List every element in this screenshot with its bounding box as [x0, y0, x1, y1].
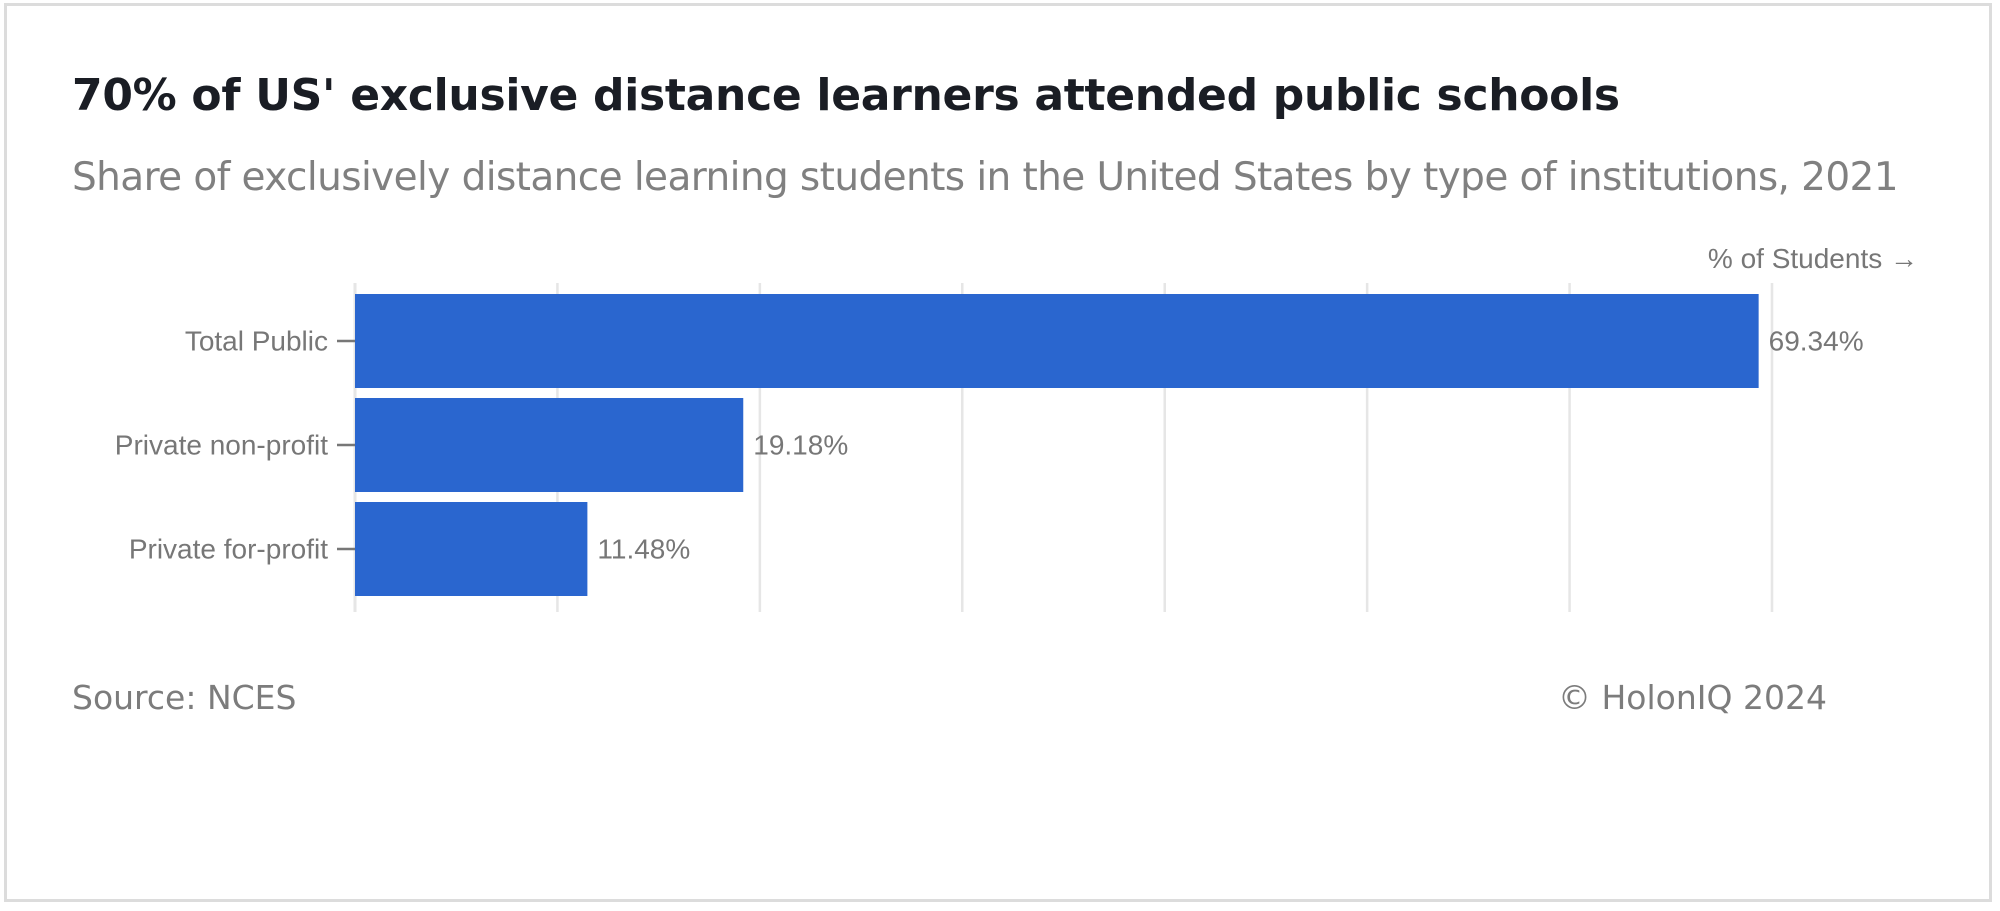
bars	[355, 294, 1759, 596]
value-labels: 69.34% 19.18% 11.48%	[597, 326, 1863, 565]
bar-private-for-profit	[355, 502, 588, 596]
category-label: Total Public	[185, 326, 328, 357]
source-note: Source: NCES	[72, 678, 297, 717]
category-label: Private non-profit	[115, 430, 328, 461]
chart-title: 70% of US' exclusive distance learners a…	[72, 70, 1620, 121]
category-label: Private for-profit	[129, 534, 328, 565]
chart-subtitle: Share of exclusively distance learning s…	[72, 155, 1899, 200]
value-label: 11.48%	[597, 534, 690, 565]
value-label: 69.34%	[1769, 326, 1864, 357]
bar-total-public	[355, 294, 1759, 388]
copyright-note: © HolonIQ 2024	[1558, 678, 1827, 717]
chart-card	[4, 3, 1992, 902]
bar-private-non-profit	[355, 398, 744, 492]
category-ticks: Total Public Private non-profit Private fo…	[115, 326, 355, 565]
x-axis-title: % of Students →	[1708, 243, 1918, 274]
value-label: 19.18%	[753, 430, 848, 461]
